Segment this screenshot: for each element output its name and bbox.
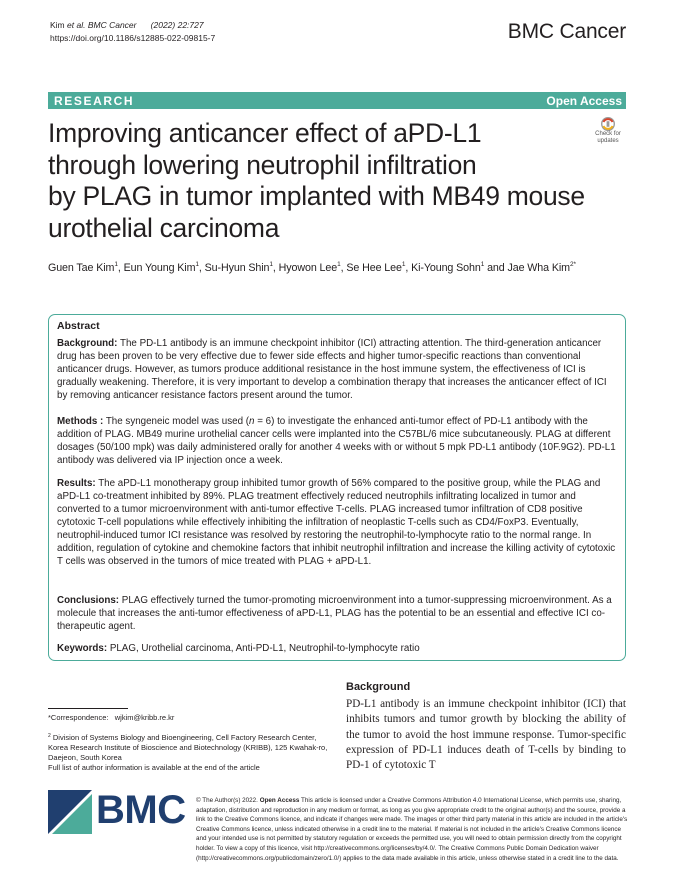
author-name[interactable]: Su-Hyun Shin [204, 262, 270, 274]
full-list-note: Full list of author information is avail… [48, 763, 260, 772]
license-copyright: © The Author(s) 2022. [196, 797, 258, 804]
author-affiliation: 1 [195, 261, 199, 268]
abstract-background: Background: The PD-L1 antibody is an imm… [57, 337, 617, 402]
abstract-results: Results: The aPD-L1 monotherapy group in… [57, 477, 617, 568]
abstract-results-text: The aPD-L1 monotherapy group inhibited t… [57, 478, 616, 567]
correspondence-note: *Correspondence: wjkim@kribb.re.kr [48, 713, 338, 723]
abstract-conclusions-label: Conclusions: [57, 595, 120, 606]
abstract-conclusions: Conclusions: PLAG effectively turned the… [57, 594, 617, 633]
article-type-label: RESEARCH [54, 93, 135, 108]
title-line: Improving anticancer effect of aPD-L1 [48, 118, 482, 148]
citation-etal: et al. [67, 20, 86, 30]
check-updates-icon [600, 116, 616, 132]
citation-journal: BMC Cancer [87, 20, 137, 30]
abstract-methods-n: n [249, 416, 255, 427]
abstract-methods-text: = 6) to investigate the enhanced anti-tu… [57, 416, 616, 466]
doi-link[interactable]: https://doi.org/10.1186/s12885-022-09815… [50, 33, 216, 43]
author-affiliation: 1 [337, 261, 341, 268]
title-line: through lowering neutrophil infiltration [48, 149, 477, 180]
article-title: Improving anticancer effect of aPD-L1 th… [48, 118, 588, 244]
footnote-divider [48, 708, 128, 709]
abstract-background-label: Background: [57, 338, 118, 349]
author-affiliation: 1 [114, 261, 118, 268]
title-line: by PLAG in tumor implanted with MB49 mou… [48, 181, 585, 211]
author-affiliation: 1 [401, 261, 406, 268]
author-affiliation: 1 [269, 261, 273, 268]
license-open-access: Open Access [259, 797, 300, 804]
check-updates-line: updates [597, 138, 619, 144]
bmc-logo-text: BMC [96, 788, 186, 832]
abstract-conclusions-text: PLAG effectively turned the tumor-promot… [57, 595, 612, 632]
correspondence-email[interactable]: wjkim@kribb.re.kr [114, 713, 175, 722]
bmc-logo-mark-icon [48, 790, 92, 834]
abstract-methods-text: The syngeneic model was used ( [105, 416, 250, 427]
article-type-banner: RESEARCH Open Access [48, 92, 626, 109]
abstract-keywords: Keywords: PLAG, Urothelial carcinoma, An… [57, 642, 617, 655]
open-access-label: Open Access [546, 93, 622, 108]
abstract-box: Abstract Background: The PD-L1 antibody … [48, 314, 626, 661]
affiliation-text: Division of Systems Biology and Bioengin… [48, 733, 328, 762]
abstract-background-text: The PD-L1 antibody is an immune checkpoi… [57, 338, 607, 401]
abstract-methods: Methods : The syngeneic model was used (… [57, 415, 617, 467]
section-heading-background: Background [346, 681, 411, 693]
license-statement: © The Author(s) 2022. Open Access This a… [196, 796, 628, 863]
abstract-heading: Abstract [57, 320, 100, 332]
citation-authors: Kim [50, 20, 65, 30]
citation-line: Kim et al. BMC Cancer (2022) 22:727 [50, 20, 204, 30]
author-name[interactable]: Eun Young Kim [123, 262, 196, 274]
journal-name: BMC Cancer [507, 20, 626, 43]
correspondence-label: *Correspondence: [48, 713, 109, 722]
title-line: urothelial carcinoma [48, 212, 280, 243]
license-text: This article is licensed under a Creativ… [196, 797, 628, 862]
background-paragraph: PD-L1 antibody is an immune checkpoint i… [346, 698, 626, 772]
citation-volume: (2022) 22:727 [150, 20, 204, 30]
author-affiliation: 2* [569, 261, 576, 268]
abstract-keywords-text: PLAG, Urothelial carcinoma, Anti-PD-L1, … [109, 643, 420, 654]
check-for-updates-button[interactable]: Check for updates [589, 116, 627, 153]
author-list: Guen Tae Kim1, Eun Young Kim1, Su-Hyun S… [48, 261, 576, 274]
author-name[interactable]: Guen Tae Kim [48, 262, 115, 274]
bmc-logo[interactable]: BMC [48, 788, 186, 838]
check-updates-label: Check for updates [589, 131, 627, 145]
author-name[interactable]: Hyowon Lee [278, 262, 338, 274]
abstract-results-label: Results: [57, 478, 96, 489]
check-updates-line: Check for [595, 131, 621, 137]
author-affiliation: 1 [480, 261, 485, 268]
abstract-methods-label: Methods : [57, 416, 104, 427]
author-name[interactable]: Jae Wha Kim [507, 262, 571, 274]
abstract-keywords-label: Keywords: [57, 643, 108, 654]
author-name[interactable]: Ki-Young Sohn [411, 262, 481, 274]
affiliation-number: 2 [48, 733, 51, 739]
affiliation-note: 2 Division of Systems Biology and Bioeng… [48, 731, 338, 773]
author-name[interactable]: Se Hee Lee [346, 262, 402, 274]
